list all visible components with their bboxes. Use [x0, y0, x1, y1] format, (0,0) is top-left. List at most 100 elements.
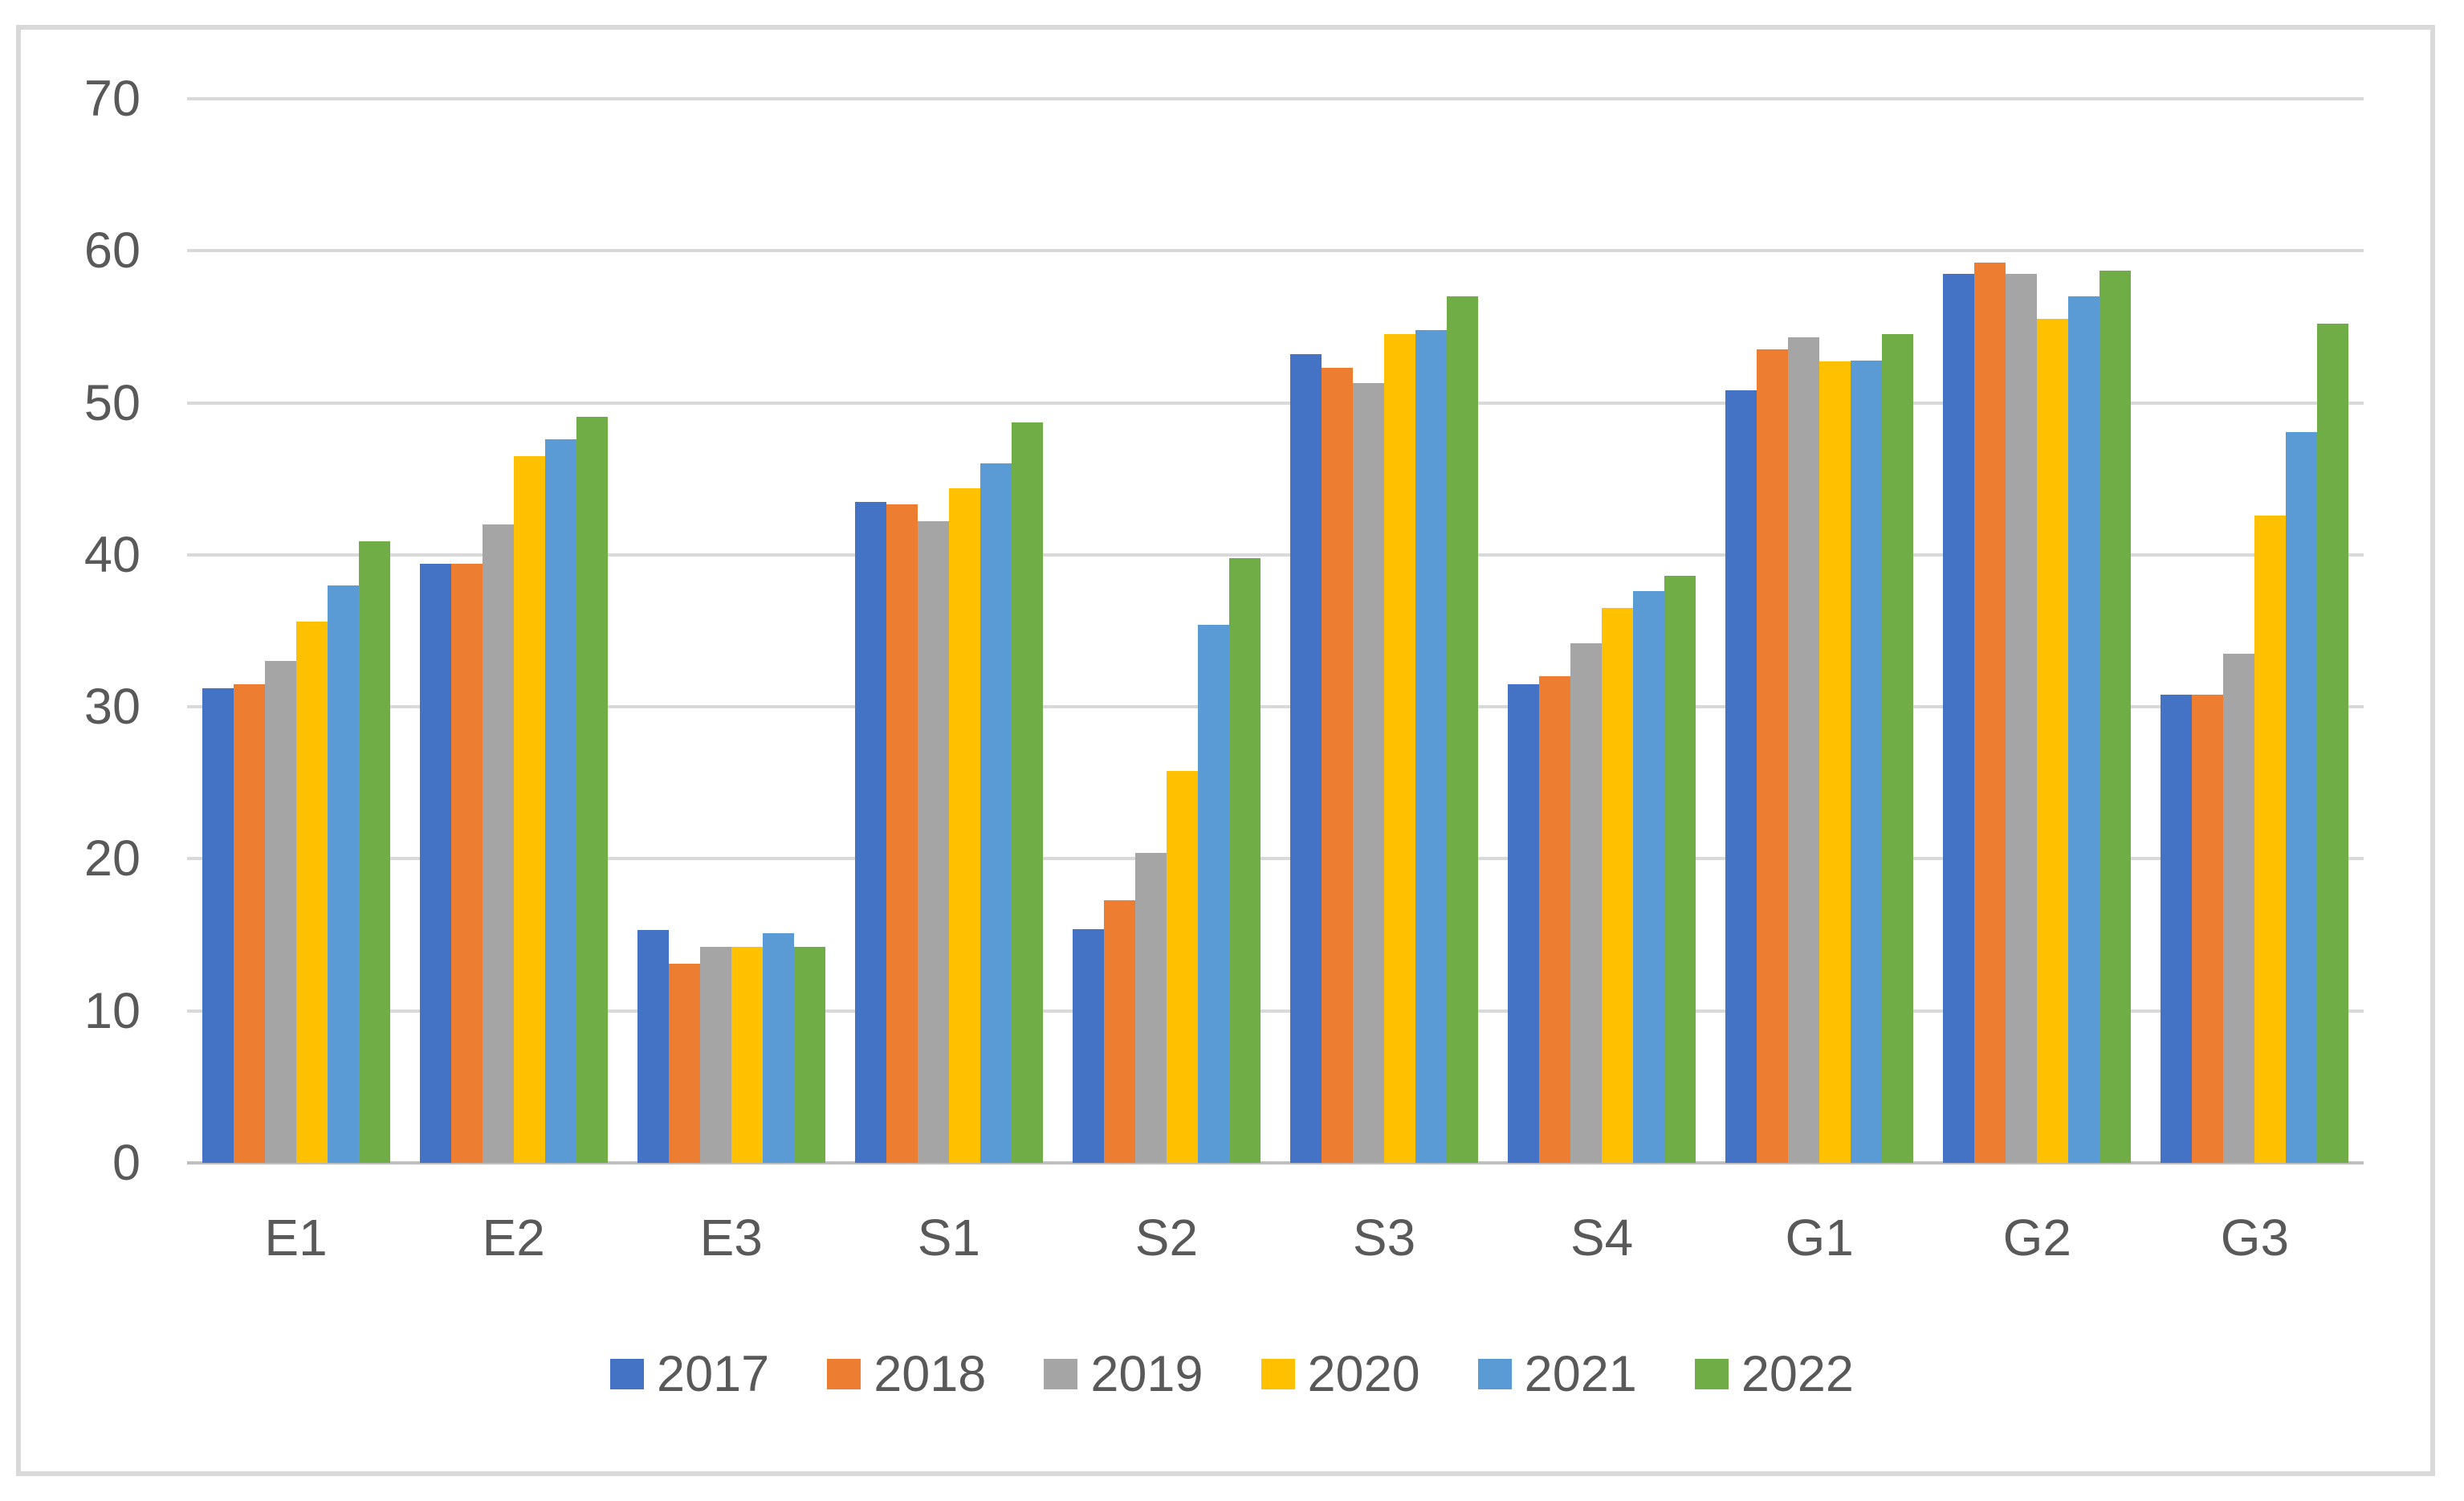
bar-E1-2021 — [327, 585, 359, 1163]
bar-S1-2020 — [948, 487, 980, 1163]
legend-item-2022: 2022 — [1694, 1346, 1854, 1402]
bar-S2-2022 — [1228, 557, 1261, 1163]
x-axis-line — [187, 1161, 2364, 1164]
bar-S4-2018 — [1539, 676, 1571, 1163]
bar-E2-2017 — [419, 564, 451, 1163]
y-tick-label-50: 50 — [83, 374, 141, 431]
bar-G2-2021 — [2068, 296, 2100, 1163]
bar-group-G2 — [1928, 99, 2146, 1163]
bar-S4-2017 — [1508, 683, 1540, 1163]
gridline-70 — [187, 97, 2364, 100]
gridline-20 — [187, 857, 2364, 861]
bar-G2-2019 — [2006, 273, 2038, 1163]
x-tick-label-E2: E2 — [482, 1209, 545, 1266]
bar-G2-2022 — [2099, 270, 2132, 1163]
bar-E3-2017 — [637, 930, 669, 1163]
y-tick-label-20: 20 — [83, 830, 141, 887]
x-tick-label-G3: G3 — [2220, 1209, 2290, 1266]
bar-S3-2017 — [1290, 354, 1322, 1163]
x-tick-label-S3: S3 — [1352, 1209, 1416, 1266]
bar-E1-2022 — [358, 540, 390, 1163]
bar-group-E3 — [622, 99, 840, 1163]
legend-item-2017: 2017 — [610, 1348, 769, 1401]
x-tick-label-G1: G1 — [1785, 1209, 1854, 1266]
bar-S3-2020 — [1384, 334, 1416, 1163]
x-tick-label-E3: E3 — [699, 1209, 763, 1266]
legend-item-2021: 2021 — [1477, 1348, 1637, 1401]
bar-G2-2018 — [1974, 263, 2006, 1163]
x-tick-label-S2: S2 — [1134, 1209, 1199, 1266]
bar-G1-2017 — [1725, 390, 1757, 1163]
bar-G1-2022 — [1882, 334, 1914, 1163]
bar-G2-2020 — [2037, 319, 2069, 1163]
bar-E2-2019 — [482, 524, 514, 1163]
bar-group-G1 — [1711, 99, 1928, 1163]
bar-E2-2021 — [544, 439, 576, 1163]
y-tick-label-70: 70 — [83, 71, 141, 127]
y-tick-label-10: 10 — [83, 982, 141, 1039]
bar-G1-2019 — [1788, 337, 1820, 1163]
legend-swatch-2020 — [1261, 1359, 1295, 1389]
bar-S2-2021 — [1197, 624, 1229, 1163]
x-axis: E1 E2 E3 S1 S2 S3 S4 G1 G2 G3 — [187, 1209, 2364, 1266]
bar-G3-2020 — [2254, 515, 2287, 1163]
legend-label-2019: 2019 — [1090, 1346, 1203, 1402]
bar-E3-2020 — [731, 947, 763, 1163]
bar-E3-2019 — [699, 947, 731, 1163]
bar-S3-2021 — [1415, 329, 1448, 1163]
legend-item-2018: 2018 — [827, 1348, 986, 1401]
bar-E1-2020 — [295, 622, 328, 1163]
legend-swatch-2017 — [610, 1359, 645, 1389]
bar-G1-2020 — [1819, 361, 1851, 1163]
gridline-30 — [187, 705, 2364, 709]
bar-S4-2022 — [1664, 576, 1696, 1163]
legend-label-2020: 2020 — [1307, 1346, 1420, 1402]
bar-E2-2020 — [513, 455, 545, 1163]
bar-S4-2021 — [1633, 591, 1665, 1163]
x-tick-label-G2: G2 — [2002, 1209, 2071, 1266]
legend-label-2017: 2017 — [657, 1346, 770, 1402]
gridline-50 — [187, 401, 2364, 405]
legend-label-2022: 2022 — [1741, 1346, 1854, 1402]
bar-E1-2019 — [264, 661, 296, 1163]
bar-E3-2022 — [793, 947, 825, 1163]
bar-G3-2022 — [2317, 324, 2349, 1163]
bar-S1-2018 — [886, 504, 918, 1163]
plot-area — [187, 97, 2364, 1164]
bar-E1-2017 — [202, 688, 234, 1163]
legend-item-2019: 2019 — [1044, 1348, 1203, 1401]
bar-group-E2 — [405, 99, 622, 1163]
legend-item-2020: 2020 — [1261, 1348, 1420, 1401]
bar-G1-2018 — [1757, 349, 1789, 1163]
bar-G1-2021 — [1851, 360, 1883, 1163]
bar-group-S1 — [840, 99, 1057, 1163]
bar-S3-2022 — [1447, 296, 1479, 1163]
bar-S1-2019 — [917, 521, 949, 1163]
bar-groups — [187, 99, 2364, 1163]
y-tick-label-60: 60 — [83, 222, 141, 279]
bar-G3-2017 — [2161, 695, 2193, 1163]
bar-G2-2017 — [1943, 273, 1975, 1163]
bar-S2-2018 — [1103, 899, 1135, 1163]
bar-S3-2018 — [1322, 368, 1354, 1163]
bar-S3-2019 — [1353, 382, 1385, 1163]
bar-G3-2018 — [2192, 695, 2224, 1163]
y-tick-label-0: 0 — [112, 1135, 141, 1191]
y-axis: 0 10 20 30 40 50 60 70 — [0, 73, 141, 1189]
gridline-40 — [187, 553, 2364, 557]
y-tick-label-30: 30 — [83, 679, 141, 736]
bar-S4-2020 — [1602, 608, 1634, 1163]
bar-E2-2018 — [450, 564, 483, 1163]
y-tick-label-40: 40 — [83, 526, 141, 583]
bar-G3-2019 — [2223, 653, 2255, 1163]
legend: 2017 2018 2019 2020 2021 2022 — [0, 1348, 2464, 1401]
bar-G3-2021 — [2286, 431, 2318, 1163]
bar-S2-2020 — [1166, 770, 1198, 1163]
bar-group-S3 — [1275, 99, 1493, 1163]
bar-S2-2019 — [1134, 852, 1167, 1163]
legend-swatch-2018 — [827, 1359, 861, 1389]
x-tick-label-E1: E1 — [264, 1209, 328, 1266]
gridline-10 — [187, 1009, 2364, 1013]
bar-S1-2022 — [1011, 422, 1043, 1163]
